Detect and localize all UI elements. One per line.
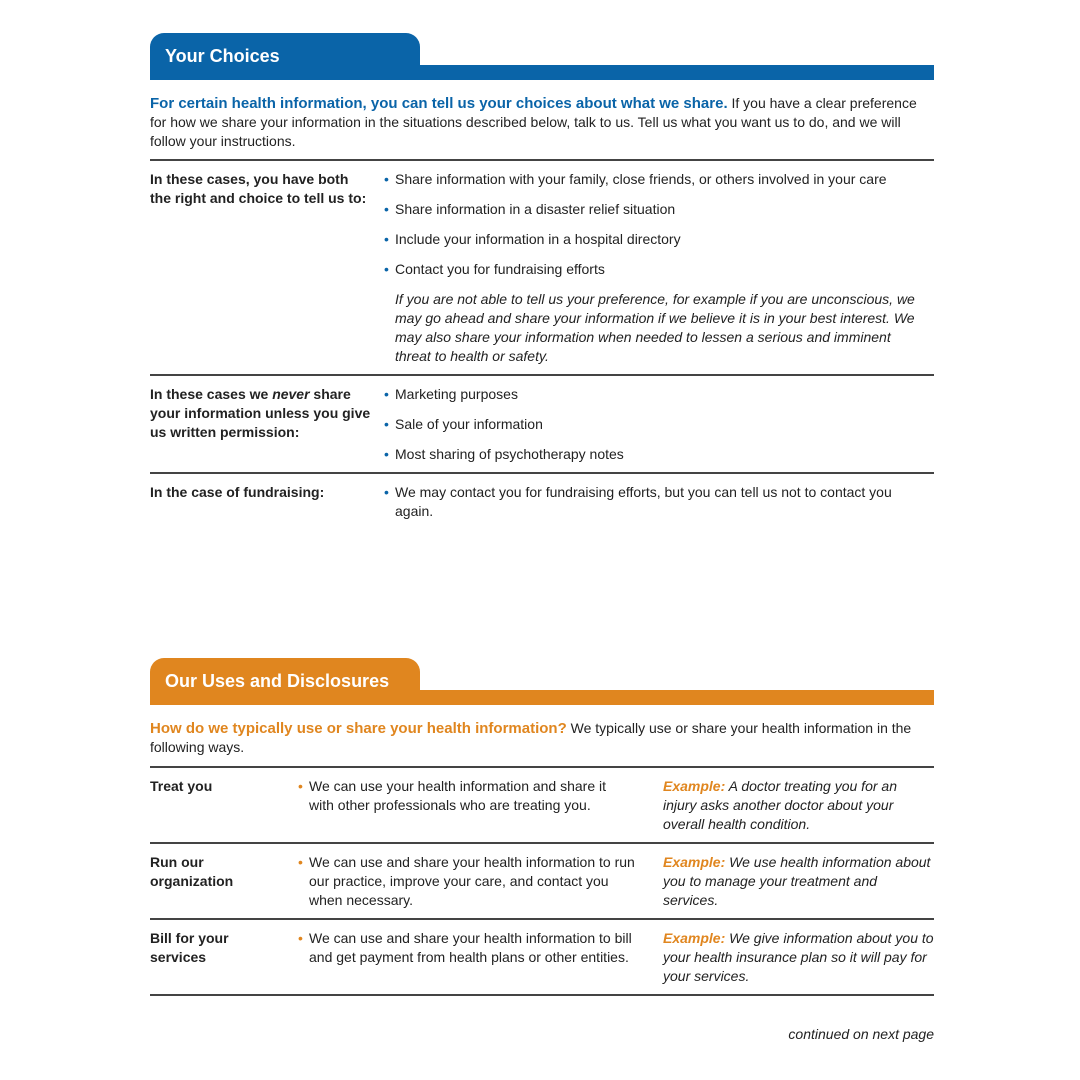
row-label: Treat you xyxy=(150,778,213,794)
section-intro: For certain health information, you can … xyxy=(150,95,917,149)
list-item: Share information in a disaster relief s… xyxy=(384,200,934,219)
table-row: Run our organization We can use and shar… xyxy=(150,843,934,919)
row-label: In these cases we never share your infor… xyxy=(150,386,371,440)
uses-disclosures-section: Our Uses and Disclosures How do we typic… xyxy=(150,658,934,996)
row-label: Bill for your services xyxy=(150,930,229,965)
example-text: Example: A doctor treating you for an in… xyxy=(663,778,897,832)
note-text: If you are not able to tell us your pref… xyxy=(395,291,915,364)
list-item: Contact you for fundraising efforts xyxy=(384,260,934,279)
list-item: Share information with your family, clos… xyxy=(384,170,934,189)
section-tab-title: Your Choices xyxy=(150,33,420,80)
section-tab-title: Our Uses and Disclosures xyxy=(150,658,420,705)
continued-note: continued on next page xyxy=(788,1026,934,1042)
list-item: We can use and share your health informa… xyxy=(298,853,663,910)
table-row: Bill for your services We can use and sh… xyxy=(150,919,934,995)
your-choices-section: Your Choices For certain health informat… xyxy=(150,33,934,540)
list-item: Most sharing of psychotherapy notes xyxy=(384,445,934,464)
list-item: We can use your health information and s… xyxy=(298,777,663,815)
table-row: In these cases, you have both the right … xyxy=(150,160,934,375)
list-item: We can use and share your health informa… xyxy=(298,929,663,967)
row-label: In these cases, you have both the right … xyxy=(150,171,367,206)
list-item: Sale of your information xyxy=(384,415,934,434)
uses-table: Treat you We can use your health informa… xyxy=(150,766,934,996)
list-item: We may contact you for fundraising effor… xyxy=(384,483,934,521)
list-item: Marketing purposes xyxy=(384,385,934,404)
table-row: Treat you We can use your health informa… xyxy=(150,767,934,843)
list-item: Include your information in a hospital d… xyxy=(384,230,934,249)
row-label: Run our organization xyxy=(150,854,234,889)
table-row: In these cases we never share your infor… xyxy=(150,375,934,473)
row-label: In the case of fundraising: xyxy=(150,484,325,500)
section-intro: How do we typically use or share your he… xyxy=(150,720,912,755)
table-row: In the case of fundraising: We may conta… xyxy=(150,473,934,540)
example-text: Example: We use health information about… xyxy=(663,854,931,908)
example-text: Example: We give information about you t… xyxy=(663,930,934,984)
choices-table: In these cases, you have both the right … xyxy=(150,159,934,540)
